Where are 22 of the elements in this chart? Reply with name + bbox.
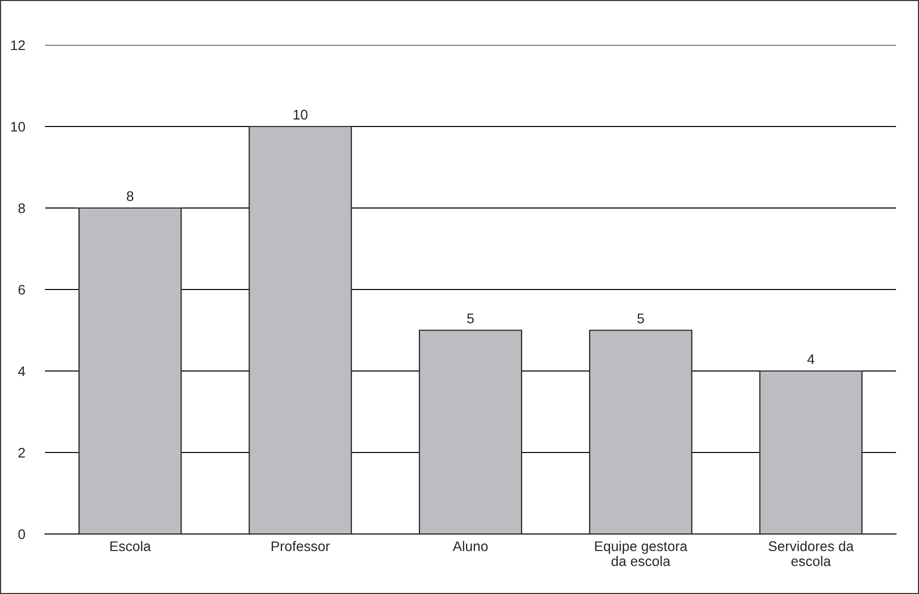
x-tick-label: Servidores da escola [768,540,854,566]
bar [78,207,182,534]
bar [759,370,863,534]
bar [248,126,352,534]
y-tick-label: 2 [18,448,25,458]
data-label: 10 [294,110,308,120]
x-tick-label: Escola [110,540,151,552]
data-label: 4 [807,354,814,364]
y-tick-label: 4 [18,366,26,376]
x-tick-label: Professor [272,540,330,552]
y-tick-label: 0 [18,529,26,540]
data-label: 5 [467,314,474,324]
y-tick-label: 8 [18,203,25,214]
y-tick-label: 10 [11,122,26,132]
x-tick-label: Equipe gestora da escola [595,540,688,566]
bar [589,330,692,534]
data-label: 8 [126,191,134,202]
data-label: 5 [637,314,644,324]
bar [418,330,522,534]
y-tick-label: 6 [18,284,25,295]
y-tick-label: 12 [11,40,25,50]
x-tick-label: Aluno [452,540,488,552]
